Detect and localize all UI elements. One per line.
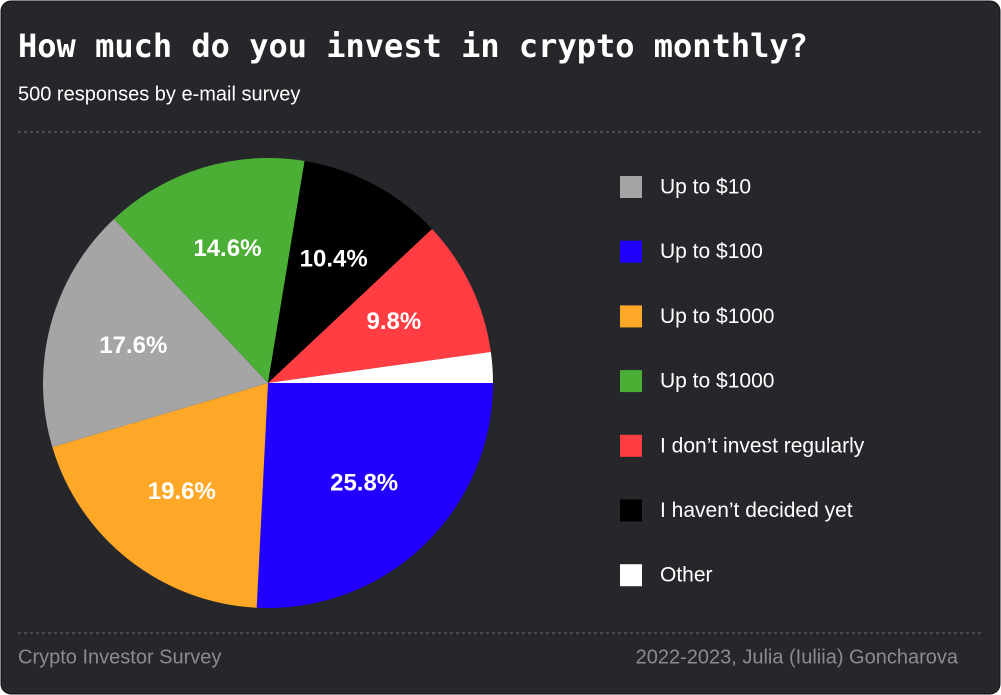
data-label: 10.4%: [300, 245, 368, 272]
legend-label: Other: [660, 564, 713, 587]
legend-label: Up to $1000: [660, 370, 774, 393]
legend-label: Up to $1000: [660, 305, 774, 328]
legend-swatch: [620, 564, 642, 587]
legend-swatch: [620, 240, 642, 263]
legend: Up to $10 Up to $100 Up to $1000 Up to $100…: [620, 176, 865, 587]
data-label: 14.6%: [193, 235, 261, 262]
pie-slice: [52, 383, 268, 608]
legend-swatch: [620, 434, 642, 457]
pie-slice: [43, 218, 269, 448]
legend-label: Up to $100: [660, 240, 763, 263]
pie-slice: [256, 383, 493, 608]
data-label: 19.6%: [148, 478, 216, 505]
chart-subtitle: 500 responses by e-mail survey: [18, 83, 300, 105]
legend-swatch: [620, 499, 642, 522]
credit: 2022-2023, Julia (Iuliia) Goncharova: [636, 646, 959, 668]
data-label: 17.6%: [99, 332, 167, 359]
data-label: 25.8%: [330, 469, 398, 496]
chart-title: How much do you invest in crypto monthly…: [18, 27, 808, 65]
pie-slice: [113, 157, 305, 383]
legend-label: I haven’t decided yet: [660, 499, 853, 522]
legend-label: Up to $10: [660, 176, 751, 199]
source: Crypto Investor Survey: [18, 646, 221, 668]
data-label: 9.8%: [366, 308, 421, 335]
pie: 25.8% 19.6% 17.6% 14.6% 10.4% 9.8%: [43, 157, 493, 608]
legend-label: I don’t invest regularly: [660, 434, 865, 457]
pie-slice: [268, 228, 491, 383]
legend-swatch: [620, 370, 642, 393]
legend-swatch: [620, 176, 642, 198]
pie-slice: [268, 160, 433, 383]
legend-swatch: [620, 305, 642, 328]
pie-slice: [268, 351, 493, 383]
